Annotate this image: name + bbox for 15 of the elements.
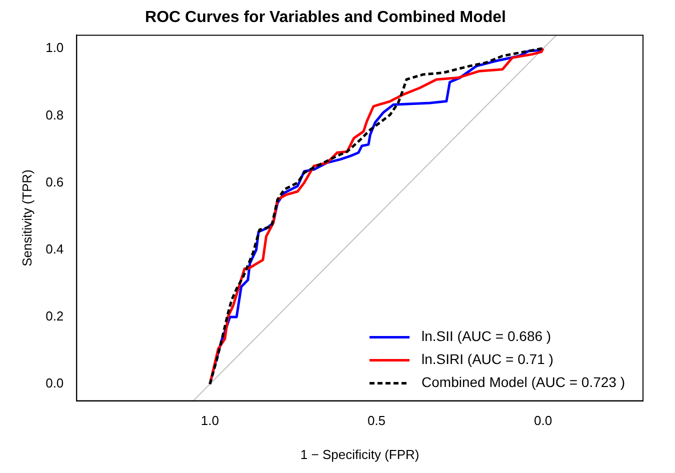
- x-tick-label: 0.5: [367, 413, 386, 428]
- chart-title: ROC Curves for Variables and Combined Model: [145, 9, 506, 26]
- x-tick-label: 1.0: [200, 413, 219, 428]
- x-tick-label: 0.0: [534, 413, 552, 428]
- y-tick-label: 1.0: [46, 40, 64, 56]
- legend-label: ln.SIRI (AUC = 0.71 ): [422, 351, 554, 368]
- y-tick-label: 0.6: [46, 174, 64, 190]
- y-tick-label: 0.0: [46, 376, 64, 391]
- y-tick-label: 0.4: [46, 241, 64, 256]
- y-axis-title: Sensitivity (TPR): [19, 170, 34, 266]
- y-tick-label: 0.2: [46, 308, 64, 324]
- legend-label: ln.SII (AUC = 0.686 ): [422, 328, 552, 344]
- y-tick-label: 0.8: [46, 107, 64, 122]
- legend-label: Combined Model (AUC = 0.723 ): [422, 374, 626, 390]
- x-axis-title: 1 − Specificity (FPR): [300, 446, 420, 462]
